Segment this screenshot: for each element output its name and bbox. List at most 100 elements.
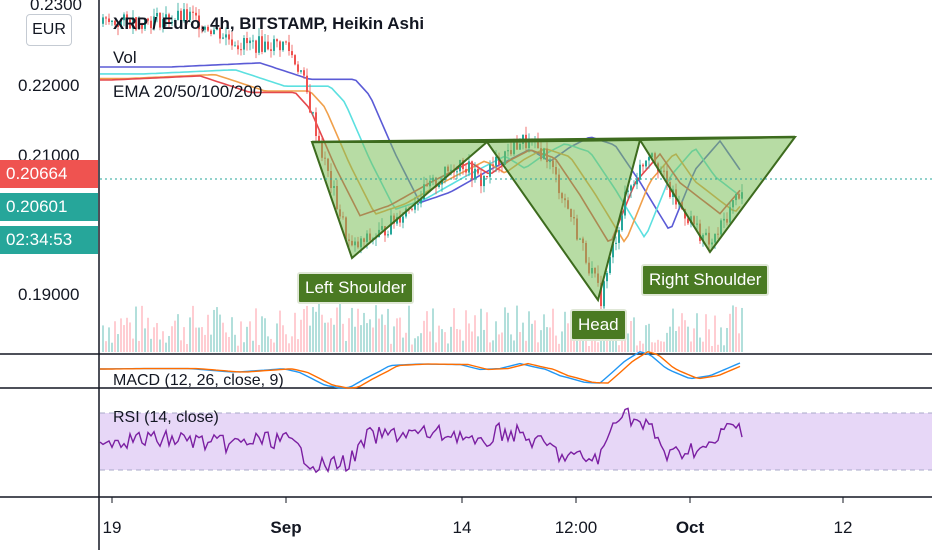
volume-bar (633, 317, 635, 352)
volume-bar (717, 344, 719, 352)
neckline (311, 135, 796, 144)
teal-price-tag: 0.20601 (0, 193, 98, 221)
volume-bar (297, 339, 299, 352)
candle-body (201, 29, 203, 31)
candle-body (303, 70, 305, 76)
x-tick-label: 19 (103, 518, 122, 537)
volume-bar (561, 331, 563, 352)
volume-bar (729, 313, 731, 352)
candle-body (492, 164, 494, 166)
candle-body (411, 208, 413, 210)
volume-bar (234, 334, 236, 352)
volume-bar (147, 317, 149, 352)
candle-body (648, 157, 650, 161)
candle-body (195, 12, 197, 16)
candle-body (318, 135, 320, 142)
head-callout: Head (570, 309, 627, 341)
volume-bar (444, 332, 446, 352)
candle-body (186, 9, 188, 20)
volume-bar (702, 341, 704, 352)
volume-bar (219, 314, 221, 352)
candle-body (633, 184, 635, 186)
volume-bar (699, 337, 701, 352)
volume-bar (159, 339, 161, 352)
candle-body (441, 180, 443, 185)
volume-bar (606, 338, 608, 352)
volume-bar (660, 341, 662, 352)
volume-bar (492, 340, 494, 352)
candle-body (456, 171, 458, 173)
candle-body (192, 11, 194, 13)
volume-bar (435, 342, 437, 352)
candle-body (282, 41, 284, 51)
volume-bar (240, 321, 242, 352)
volume-bar (657, 339, 659, 352)
volume-bar (465, 310, 467, 352)
volume-bar (741, 307, 743, 352)
candle-body (414, 204, 416, 210)
candle-body (180, 10, 182, 21)
volume-bar (192, 305, 194, 352)
candle-body (264, 41, 266, 52)
candle-body (141, 24, 143, 29)
volume-bar (414, 338, 416, 352)
candle-body (129, 19, 131, 29)
candle-body (636, 179, 638, 185)
rsi-band (100, 413, 932, 470)
volume-bar (357, 308, 359, 352)
volume-bar (396, 318, 398, 352)
volume-bar (456, 328, 458, 352)
candle-body (228, 34, 230, 40)
volume-bar (228, 336, 230, 352)
candle-body (600, 282, 602, 307)
chart-title: XRP / Euro, 4h, BITSTAMP, Heikin Ashi (113, 14, 425, 33)
candle-body (255, 40, 257, 53)
y-tick-label: 0.19000 (18, 285, 79, 304)
volume-bar (384, 324, 386, 352)
candle-body (153, 16, 155, 29)
volume-bar (294, 312, 296, 352)
volume-bar (276, 323, 278, 352)
volume-bar (630, 320, 632, 352)
volume-bar (174, 320, 176, 352)
volume-bar (411, 344, 413, 352)
rsi-line (99, 407, 743, 474)
volume-bar (675, 330, 677, 352)
volume-bar (189, 317, 191, 352)
volume-bar (201, 327, 203, 352)
candle-body (105, 17, 107, 19)
volume-bar (129, 322, 131, 352)
volume-bar (417, 336, 419, 352)
left-shoulder-triangle (310, 141, 490, 260)
left-shoulder-callout: Left Shoulder (297, 272, 415, 304)
volume-bar (363, 312, 365, 352)
volume-bar (285, 334, 287, 352)
volume-bar (345, 340, 347, 352)
volume-bar (477, 336, 479, 352)
candle-body (126, 14, 128, 20)
volume-bar (495, 321, 497, 352)
candle-body (639, 164, 641, 180)
candle-body (297, 64, 299, 72)
volume-bar (693, 328, 695, 352)
candle-body (312, 112, 314, 114)
volume-bar (390, 343, 392, 352)
volume-bar (195, 327, 197, 352)
volume-bar (654, 342, 656, 352)
volume-bar (663, 341, 665, 352)
volume-bar (648, 323, 650, 352)
candle-body (624, 191, 626, 216)
volume-bar (486, 312, 488, 352)
volume-bar (453, 308, 455, 352)
candle-body (204, 26, 206, 30)
volume-label: Vol (113, 48, 137, 67)
candle-body (291, 51, 293, 56)
candle-body (258, 36, 260, 53)
volume-bar (117, 334, 119, 352)
volume-bar (291, 336, 293, 352)
volume-bar (468, 323, 470, 352)
volume-bar (372, 327, 374, 352)
currency-button[interactable]: EUR (26, 14, 72, 46)
volume-bar (576, 335, 578, 352)
